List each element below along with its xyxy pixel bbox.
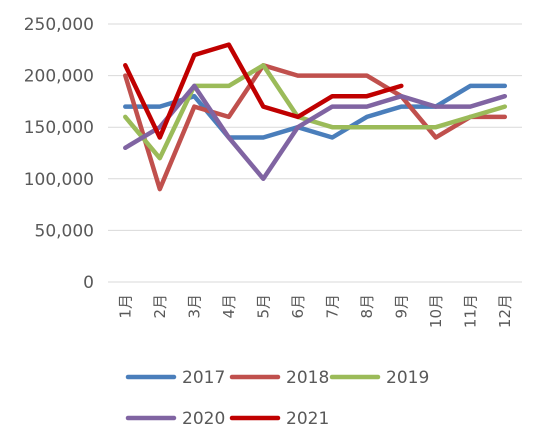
x-tick-label: 10月 <box>427 294 445 328</box>
y-tick-label: 0 <box>83 273 94 293</box>
y-tick-label: 150,000 <box>24 118 94 138</box>
x-axis-ticks: 1月 2月 3月 4月 5月 6月 7月 8月 9月 10月 11月 12月 <box>116 294 514 328</box>
series-lines <box>123 42 508 192</box>
y-tick-label: 50,000 <box>35 221 94 241</box>
x-tick-label: 7月 <box>323 294 341 319</box>
legend-item-2020: 2020 <box>125 409 225 429</box>
legend-item-2021: 2021 <box>229 409 329 429</box>
x-tick-label: 2月 <box>151 294 169 319</box>
legend-item-2018: 2018 <box>229 368 329 388</box>
x-tick-label: 11月 <box>461 294 479 328</box>
x-tick-label: 9月 <box>392 294 410 319</box>
x-tick-label: 4月 <box>220 294 238 319</box>
series-line-2019 <box>123 63 508 161</box>
legend-label: 2017 <box>182 368 225 388</box>
series-line-2021 <box>123 42 404 140</box>
x-tick-label: 8月 <box>358 294 376 319</box>
x-tick-label: 3月 <box>185 294 203 319</box>
x-tick-label: 6月 <box>289 294 307 319</box>
y-tick-label: 100,000 <box>24 170 94 190</box>
x-tick-label: 12月 <box>496 294 514 328</box>
legend: 2017 2018 2019 2020 2021 <box>125 368 429 429</box>
series-line-2018 <box>123 63 508 192</box>
y-tick-label: 200,000 <box>24 67 94 87</box>
legend-label: 2018 <box>286 368 329 388</box>
y-axis-ticks: 0 50,000 100,000 150,000 200,000 250,000 <box>24 15 94 293</box>
legend-label: 2020 <box>182 409 225 429</box>
gridlines <box>108 23 522 283</box>
y-tick-label: 250,000 <box>24 15 94 35</box>
legend-item-2017: 2017 <box>125 368 225 388</box>
legend-label: 2021 <box>286 409 329 429</box>
x-tick-label: 5月 <box>254 294 272 319</box>
legend-item-2019: 2019 <box>329 368 429 388</box>
x-tick-label: 1月 <box>116 294 134 319</box>
legend-label: 2019 <box>386 368 429 388</box>
series-line-2020 <box>123 83 508 182</box>
